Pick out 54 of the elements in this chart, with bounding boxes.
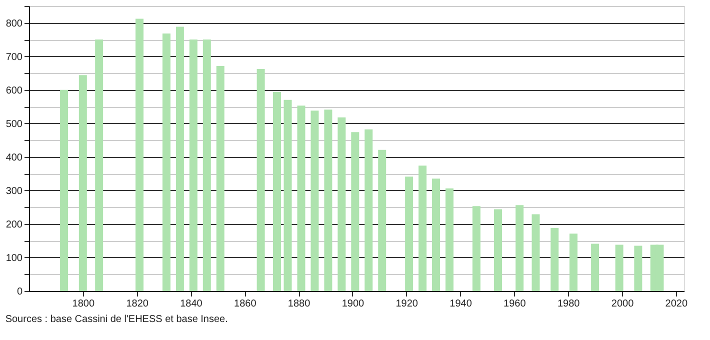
bar [378,150,386,291]
x-tick-label: 1820 [126,298,149,310]
bar [445,188,454,291]
bar [310,110,319,291]
bar [634,246,642,291]
y-tick-label: 300 [6,186,23,197]
y-tick-label: 400 [6,152,23,164]
y-tick-label: 800 [6,18,23,30]
x-tick-label: 1940 [450,298,472,310]
bar [615,244,624,291]
bar [162,33,170,291]
bar [472,206,480,291]
bar [516,205,524,291]
bar [136,18,144,291]
bar [297,106,306,291]
bar [324,110,332,291]
bar [351,132,360,291]
bar [256,69,265,291]
x-tick-label: 1900 [342,298,365,310]
bar [272,92,281,291]
bar [216,66,224,291]
bar [364,129,373,291]
bar [189,40,198,291]
y-tick-label: 500 [6,118,23,130]
x-tick-label: 2000 [611,298,634,310]
y-tick-label: 200 [6,219,23,230]
x-tick-label: 1980 [557,298,580,310]
bar [532,214,540,291]
x-tick-label: 1960 [504,298,526,310]
source-note: Sources : base Cassini de l'EHESS et base Insee. [5,314,228,325]
bar [78,75,87,291]
bar [418,166,427,291]
bar [338,117,346,291]
y-tick-label: 0 [16,286,23,298]
x-tick-label: 1840 [180,298,203,310]
bar [405,176,414,291]
x-tick-label: 1800 [72,298,95,310]
bar [494,209,502,291]
bar [176,26,184,291]
bar [60,90,68,291]
x-tick-label: 2020 [665,298,688,310]
bar [569,234,578,291]
x-tick-label: 1880 [288,298,311,310]
x-tick-label: 1860 [234,298,257,310]
x-tick-label: 1920 [396,298,418,310]
bar [432,178,440,291]
y-tick-label: 700 [6,52,23,63]
bar [591,244,600,291]
bar [202,40,211,291]
bar [284,100,292,291]
y-tick-label: 600 [6,85,23,96]
y-tick-label: 100 [6,252,23,264]
bar [95,40,104,291]
bar [550,228,559,291]
